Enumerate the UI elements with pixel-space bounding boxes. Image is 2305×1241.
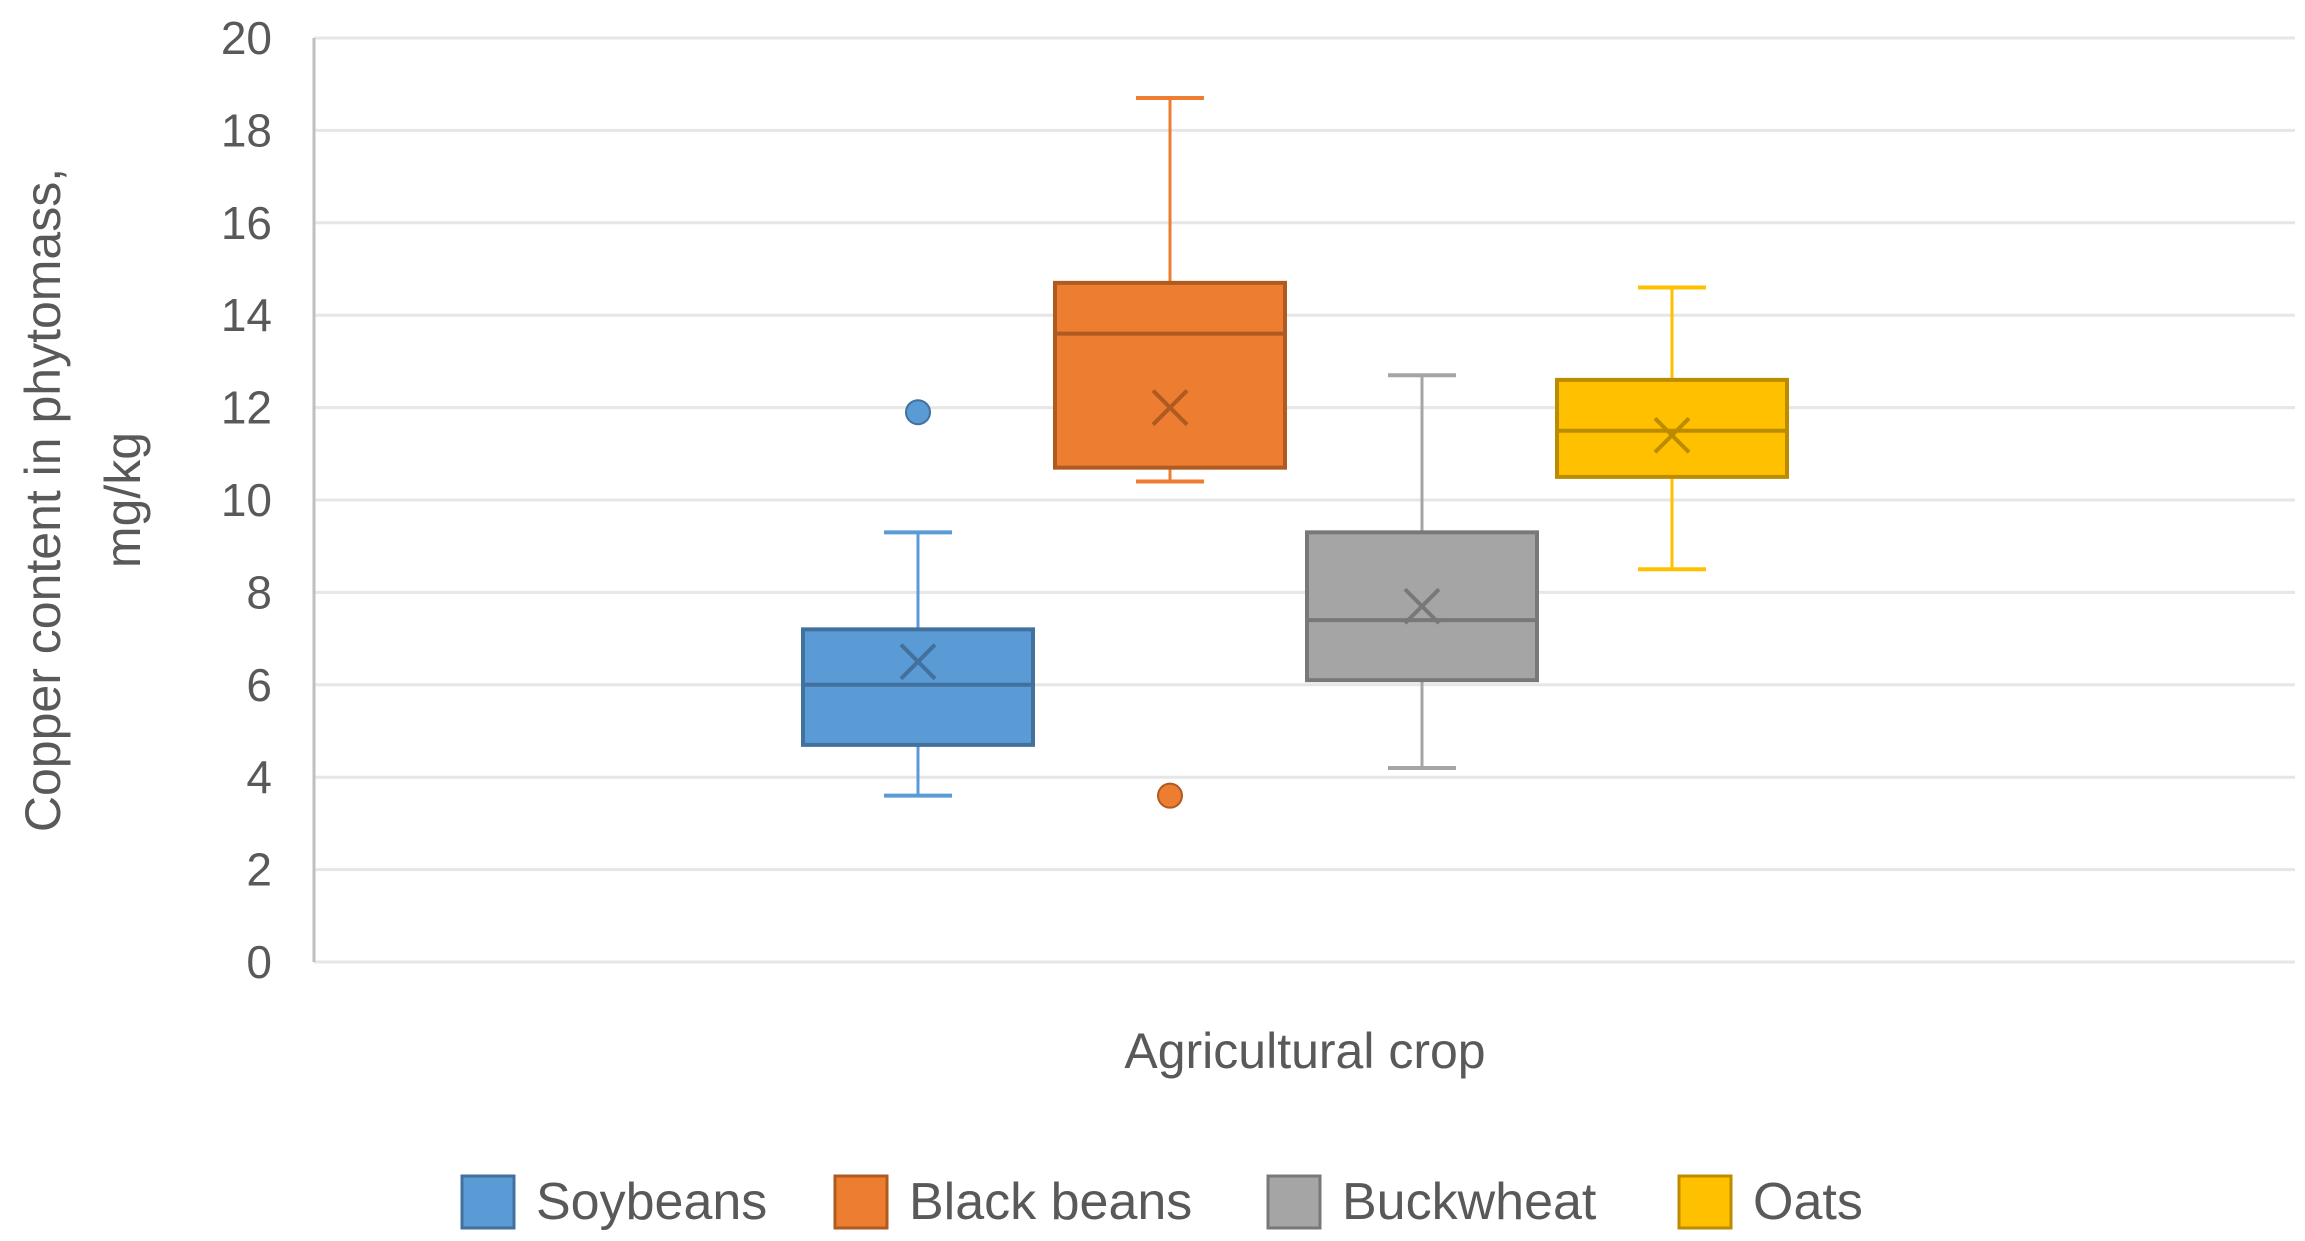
legend-label-oats: Oats (1753, 1173, 1863, 1231)
y-tick-label-20: 20 (221, 12, 272, 64)
box-body (801, 627, 1035, 747)
legend-label-buckwheat: Buckwheat (1342, 1173, 1597, 1231)
box-oats (1555, 285, 1789, 572)
legend-item-oats: Oats (1677, 1173, 1863, 1231)
mean-marker (1151, 389, 1189, 427)
legend-item-soybeans: Soybeans (460, 1173, 767, 1231)
y-axis-title-line-1: Copper content in phytomass, (15, 168, 71, 832)
box-buckwheat (1305, 373, 1539, 770)
y-tick-labels: 0 2 4 6 8 10 12 14 16 18 20 (221, 12, 272, 988)
mean-marker (899, 643, 937, 681)
y-tick-label-8: 8 (246, 566, 272, 618)
box-body (1555, 377, 1789, 479)
outlier-point (1157, 782, 1183, 809)
x-axis-title: Agricultural crop (1124, 1023, 1485, 1079)
y-tick-label-2: 2 (246, 844, 272, 896)
legend-swatch-black-beans (833, 1174, 889, 1230)
legend-swatch-soybeans (460, 1174, 516, 1230)
legend: Soybeans Black beans Buckwheat Oats (460, 1173, 1863, 1231)
legend-label-black-beans: Black beans (909, 1173, 1192, 1231)
box-body (1053, 280, 1287, 470)
y-tick-label-10: 10 (221, 474, 272, 526)
y-tick-label-16: 16 (221, 197, 272, 249)
outlier-point (905, 399, 931, 426)
legend-item-buckwheat: Buckwheat (1266, 1173, 1597, 1231)
gridlines (314, 36, 2295, 964)
mean-marker (1653, 416, 1691, 454)
legend-swatch-oats (1677, 1174, 1733, 1230)
y-tick-label-18: 18 (221, 104, 272, 156)
legend-label-soybeans: Soybeans (536, 1173, 767, 1231)
y-tick-label-14: 14 (221, 289, 272, 341)
y-axis-title-line-2: mg/kg (95, 432, 151, 568)
y-tick-label-6: 6 (246, 659, 272, 711)
boxes (801, 96, 1789, 809)
legend-swatch-buckwheat (1266, 1174, 1322, 1230)
y-tick-label-4: 4 (246, 751, 272, 803)
legend-item-black-beans: Black beans (833, 1173, 1192, 1231)
y-tick-label-0: 0 (246, 936, 272, 988)
box-soybeans (801, 399, 1035, 798)
box-black-beans (1053, 96, 1287, 809)
mean-marker (1403, 587, 1441, 625)
y-tick-label-12: 12 (221, 382, 272, 434)
